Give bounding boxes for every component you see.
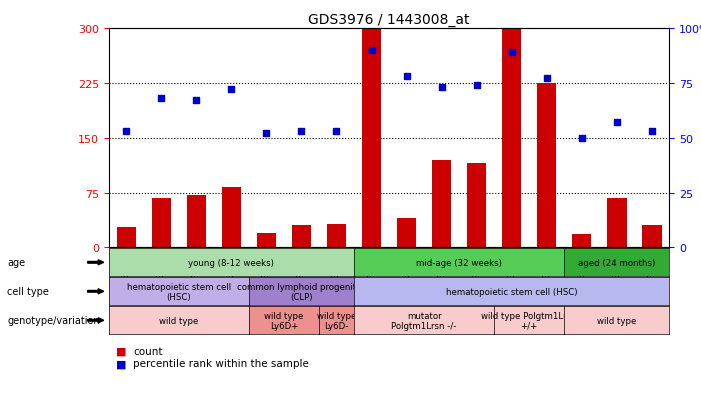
Point [436,85,447,91]
Text: wild type: wild type [159,316,198,325]
Text: genotype/variation: genotype/variation [7,316,100,325]
Text: hematopoietic stem cell (HSC): hematopoietic stem cell (HSC) [446,287,578,296]
Bar [151,198,171,248]
Text: aged (24 months): aged (24 months) [578,258,655,267]
Text: common lymphoid progenitor
(CLP): common lymphoid progenitor (CLP) [238,282,365,301]
Bar [572,235,592,248]
Text: hematopoietic stem cell
(HSC): hematopoietic stem cell (HSC) [127,282,231,301]
Bar [186,195,206,248]
Point [471,83,482,89]
Point [506,50,517,56]
Bar [432,160,451,248]
Bar [116,228,136,248]
Text: young (8-12 weeks): young (8-12 weeks) [189,258,274,267]
Point [576,135,587,142]
Bar [502,31,522,248]
Text: percentile rank within the sample: percentile rank within the sample [133,358,309,368]
Bar [607,198,627,248]
Bar [642,226,662,248]
Point [401,74,412,81]
Text: age: age [7,258,25,268]
Bar [327,224,346,248]
Text: ■: ■ [116,358,126,368]
Bar [292,226,311,248]
Point [261,131,272,137]
Point [366,47,377,54]
Text: cell type: cell type [7,287,49,297]
Text: ■: ■ [116,346,126,356]
Point [646,128,658,135]
Text: mutator
Polgtm1Lrsn -/-: mutator Polgtm1Lrsn -/- [391,311,457,330]
Point [191,98,202,104]
Bar [222,188,241,248]
Text: mid-age (32 weeks): mid-age (32 weeks) [416,258,502,267]
Point [296,128,307,135]
Point [541,76,552,83]
Point [226,87,237,93]
Text: wild type
Ly6D+: wild type Ly6D+ [264,311,304,330]
Bar [537,83,557,248]
Text: count: count [133,346,163,356]
Bar [467,164,486,248]
Text: wild type Polgtm1Lrsn
+/+: wild type Polgtm1Lrsn +/+ [482,311,577,330]
Point [156,96,167,102]
Text: wild type
Ly6D-: wild type Ly6D- [317,311,356,330]
Bar [397,218,416,248]
Bar [257,233,276,248]
Title: GDS3976 / 1443008_at: GDS3976 / 1443008_at [308,12,470,26]
Point [331,128,342,135]
Point [611,120,622,126]
Bar [362,31,381,248]
Point [121,128,132,135]
Text: wild type: wild type [597,316,637,325]
